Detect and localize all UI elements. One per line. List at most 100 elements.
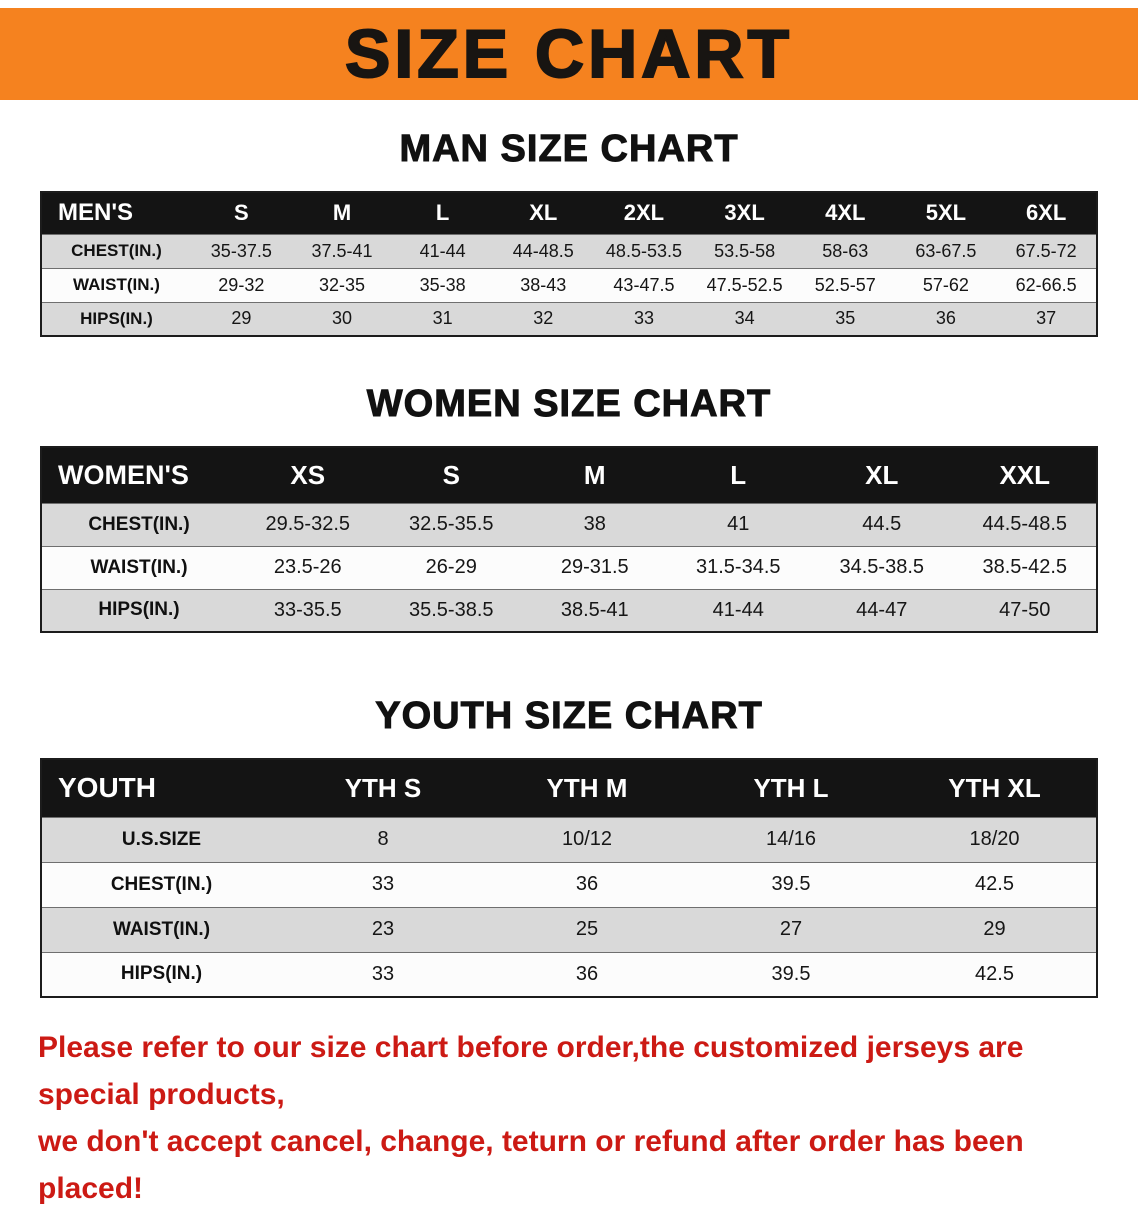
size-value-cell: 57-62 [922,274,969,295]
size-value-cell: 23.5-26 [273,556,342,578]
size-value-cell: 29-31.5 [560,556,629,578]
size-value-cell: 14/16 [765,828,817,850]
size-value-cell: 38.5-42.5 [982,556,1067,578]
women-table-body: CHEST(IN.) 29.5-32.5 32.5-35.5 38 41 44.5 44.5… [41,503,1097,632]
size-value-cell: 39.5 [771,873,811,895]
size-value-cell: 37 [1036,308,1057,329]
table-title-cell: WOMEN'S [41,447,236,503]
size-value-cell: 47.5-52.5 [706,274,783,295]
size-column-header: S [379,447,523,503]
size-value-cell: 35-38 [419,274,466,295]
disclaimer-line-1: Please refer to our size chart before or… [38,1031,1024,1111]
size-value-cell: 29.5-32.5 [265,513,350,535]
table-title-cell: MEN'S [41,192,191,234]
size-value-cell: 18/20 [969,828,1020,850]
size-value-cell: 58-63 [822,240,869,261]
man-size-chart-section: MAN SIZE CHART MEN'S S M L XL 2XL 3XL 4XL 5XL 6XL… [0,128,1138,337]
measurement-row: CHEST(IN.) 29.5-32.5 32.5-35.5 38 41 44.5 44.5… [41,503,1097,546]
men-table-body: CHEST(IN.) 35-37.5 37.5-41 41-44 44-48.5 48.5… [41,234,1097,336]
size-value-cell: 38.5-41 [560,598,629,621]
size-value-cell: 26-29 [425,556,477,578]
measurement-row: WAIST(IN.) 23.5-26 26-29 29-31.5 31.5-34.5 34… [41,546,1097,589]
size-value-cell: 31.5-34.5 [695,556,781,578]
size-column-header: XL [810,447,954,503]
size-value-cell: 36 [935,308,956,329]
size-value-cell: 34.5-38.5 [839,556,924,578]
size-value-cell: 33 [371,873,395,895]
row-label-cell: CHEST(IN.) [71,241,162,260]
size-value-cell: 42.5 [975,962,1014,985]
size-column-header: M [291,192,393,234]
size-chart-banner: SIZE CHART [0,8,1138,100]
size-value-cell: 37.5-41 [311,240,373,261]
men-table-header-row: MEN'S S M L XL 2XL 3XL 4XL 5XL 6XL [41,192,1097,234]
size-value-cell: 52.5-57 [814,274,876,295]
size-value-cell: 27 [779,918,803,940]
row-label-cell: WAIST(IN.) [112,918,211,940]
row-label-cell: HIPS(IN.) [80,308,153,328]
size-value-cell: 35.5-38.5 [408,598,494,621]
size-value-cell: 29-32 [218,274,265,295]
row-label-cell: CHEST(IN.) [88,513,190,535]
size-value-cell: 34 [734,308,755,329]
size-value-cell: 35 [835,308,856,329]
size-column-header: XL [492,192,594,234]
size-column-header: YTH S [281,759,485,817]
size-value-cell: 42.5 [975,873,1014,895]
order-disclaimer: Please refer to our size chart before or… [0,1024,1138,1212]
size-value-cell: 38-43 [520,274,567,295]
size-column-header: M [523,447,667,503]
size-value-cell: 23 [371,918,395,940]
women-table-header-row: WOMEN'S XS S M L XL XXL [41,447,1097,503]
man-size-chart-heading: MAN SIZE CHART [399,128,739,171]
size-value-cell: 41-44 [419,240,466,261]
size-column-header: 4XL [794,192,896,234]
youth-table-body: U.S.SIZE 8 10/12 14/16 18/20 CHEST(IN.) 33 36 39… [41,817,1097,997]
size-column-header: 2XL [593,192,695,234]
women-size-chart-heading: WOMEN SIZE CHART [366,383,772,426]
row-label-cell: WAIST(IN.) [90,556,188,578]
size-column-header: L [666,447,810,503]
size-value-cell: 41-44 [712,598,764,621]
size-value-cell: 32-35 [318,274,365,295]
youth-size-chart-heading: YOUTH SIZE CHART [375,695,763,738]
size-column-header: YTH M [485,759,689,817]
size-column-header: S [191,192,292,234]
size-column-header: XXL [953,447,1097,503]
men-size-table: MEN'S S M L XL 2XL 3XL 4XL 5XL 6XL CHEST(IN.) 35-3… [40,191,1098,337]
measurement-row: HIPS(IN.) 33-35.5 35.5-38.5 38.5-41 41-44 44-… [41,589,1097,632]
row-label-cell: HIPS(IN.) [98,599,180,621]
size-value-cell: 32.5-35.5 [408,513,494,535]
size-value-cell: 36 [575,873,599,895]
youth-table-header-row: YOUTH YTH S YTH M YTH L YTH XL [41,759,1097,817]
size-value-cell: 38 [583,513,606,535]
size-value-cell: 33-35.5 [273,598,342,621]
page-title: SIZE CHART [344,15,793,93]
size-value-cell: 35-37.5 [210,240,272,261]
women-size-chart-section: WOMEN SIZE CHART WOMEN'S XS S M L XL XXL CHEST… [0,383,1138,633]
measurement-row: CHEST(IN.) 35-37.5 37.5-41 41-44 44-48.5 48.5… [41,234,1097,268]
table-title-cell: YOUTH [41,759,281,817]
measurement-row: WAIST(IN.) 23 25 27 29 [41,907,1097,952]
size-value-cell: 30 [331,308,352,329]
size-value-cell: 33 [633,308,654,329]
size-value-cell: 29 [231,308,252,329]
women-size-table: WOMEN'S XS S M L XL XXL CHEST(IN.) 29.5-32.5 32.… [40,446,1098,633]
size-value-cell: 10/12 [561,828,613,850]
row-label-cell: WAIST(IN.) [73,275,160,294]
youth-size-chart-section: YOUTH SIZE CHART YOUTH YTH S YTH M YTH L YTH… [0,695,1138,998]
size-value-cell: 8 [377,828,389,850]
size-value-cell: 41 [727,513,750,535]
size-value-cell: 33 [371,962,395,985]
size-value-cell: 25 [575,918,599,940]
measurement-row: U.S.SIZE 8 10/12 14/16 18/20 [41,817,1097,862]
size-value-cell: 48.5-53.5 [605,240,682,261]
size-value-cell: 29 [983,918,1006,940]
measurement-row: CHEST(IN.) 33 36 39.5 42.5 [41,862,1097,907]
size-column-header: XS [236,447,380,503]
measurement-row: HIPS(IN.) 29 30 31 32 33 34 35 36 37 [41,302,1097,336]
measurement-row: WAIST(IN.) 29-32 32-35 35-38 38-43 43-47.5 47.… [41,268,1097,302]
disclaimer-line-2: we don't accept cancel, change, teturn o… [38,1125,1024,1205]
size-column-header: YTH L [689,759,893,817]
